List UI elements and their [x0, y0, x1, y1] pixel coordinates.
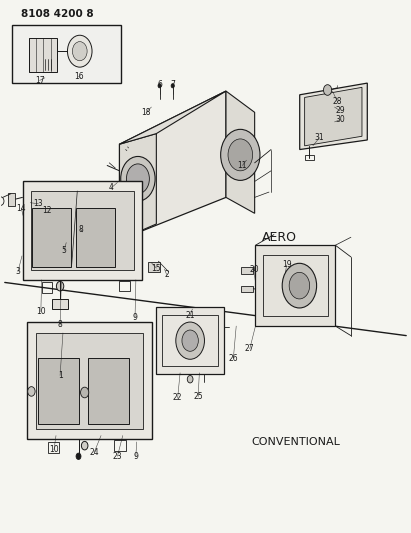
Bar	[148, 262, 160, 272]
Circle shape	[127, 164, 149, 193]
Bar	[114, 440, 126, 451]
Text: 12: 12	[42, 206, 51, 215]
Bar	[37, 358, 79, 424]
Bar	[88, 358, 129, 424]
Text: 10: 10	[49, 446, 59, 455]
Circle shape	[228, 139, 253, 171]
Text: 10: 10	[36, 307, 46, 316]
Polygon shape	[300, 83, 367, 150]
Polygon shape	[256, 245, 335, 326]
Polygon shape	[120, 91, 226, 240]
Text: 9: 9	[133, 312, 138, 321]
Polygon shape	[120, 91, 226, 144]
Text: 3: 3	[16, 268, 20, 276]
Circle shape	[289, 272, 309, 299]
Circle shape	[158, 84, 161, 88]
Polygon shape	[31, 191, 134, 270]
Text: 16: 16	[74, 71, 83, 80]
Circle shape	[182, 330, 199, 351]
Polygon shape	[36, 333, 143, 429]
Bar	[8, 193, 15, 206]
Text: 22: 22	[173, 393, 182, 402]
Text: 28: 28	[332, 97, 342, 106]
Polygon shape	[120, 134, 156, 240]
Text: 29: 29	[335, 106, 345, 115]
Text: 11: 11	[238, 161, 247, 170]
Text: 25: 25	[193, 392, 203, 401]
Polygon shape	[27, 322, 152, 439]
Text: 18: 18	[141, 108, 151, 117]
Circle shape	[72, 42, 87, 61]
Text: 13: 13	[34, 199, 43, 208]
Circle shape	[67, 35, 92, 67]
Bar	[120, 281, 130, 292]
Text: 8: 8	[78, 225, 83, 234]
Text: 15: 15	[152, 264, 161, 272]
Bar	[12, 25, 121, 83]
Text: 9: 9	[134, 452, 139, 461]
Circle shape	[187, 375, 193, 383]
Bar	[42, 282, 52, 293]
Circle shape	[81, 441, 88, 450]
Polygon shape	[23, 181, 142, 280]
Text: 31: 31	[314, 133, 324, 142]
Text: AERO: AERO	[262, 231, 297, 244]
Text: 17: 17	[35, 76, 44, 85]
Bar	[241, 267, 254, 273]
Text: 8108 4200 8: 8108 4200 8	[21, 9, 94, 19]
Bar	[76, 208, 115, 266]
Circle shape	[176, 322, 205, 359]
Polygon shape	[156, 308, 224, 374]
Circle shape	[221, 130, 260, 180]
Polygon shape	[305, 87, 362, 146]
Bar	[52, 300, 68, 309]
Text: 26: 26	[229, 354, 238, 363]
Text: 23: 23	[113, 452, 122, 461]
Circle shape	[171, 84, 174, 88]
Text: 19: 19	[282, 261, 291, 269]
Text: 20: 20	[249, 265, 259, 273]
Polygon shape	[226, 91, 255, 213]
Circle shape	[28, 386, 35, 396]
Text: 4: 4	[109, 183, 114, 192]
Text: 2: 2	[164, 270, 169, 279]
Text: 1: 1	[58, 371, 62, 380]
Bar	[305, 155, 314, 160]
Text: 24: 24	[89, 448, 99, 457]
Circle shape	[76, 453, 81, 459]
Text: 6: 6	[157, 79, 162, 88]
Text: 8: 8	[58, 320, 62, 329]
Text: 14: 14	[16, 204, 26, 213]
Text: 21: 21	[185, 311, 195, 320]
Circle shape	[81, 387, 89, 398]
Text: 27: 27	[245, 344, 254, 353]
Text: 7: 7	[170, 79, 175, 88]
Circle shape	[282, 263, 316, 308]
Circle shape	[56, 281, 64, 291]
Circle shape	[121, 157, 155, 201]
Bar	[32, 208, 71, 266]
Circle shape	[323, 85, 332, 95]
Bar	[28, 38, 57, 72]
Bar	[241, 286, 254, 292]
Text: CONVENTIONAL: CONVENTIONAL	[251, 437, 340, 447]
Bar	[48, 442, 59, 453]
Text: 30: 30	[335, 115, 345, 124]
Text: 5: 5	[62, 246, 67, 255]
